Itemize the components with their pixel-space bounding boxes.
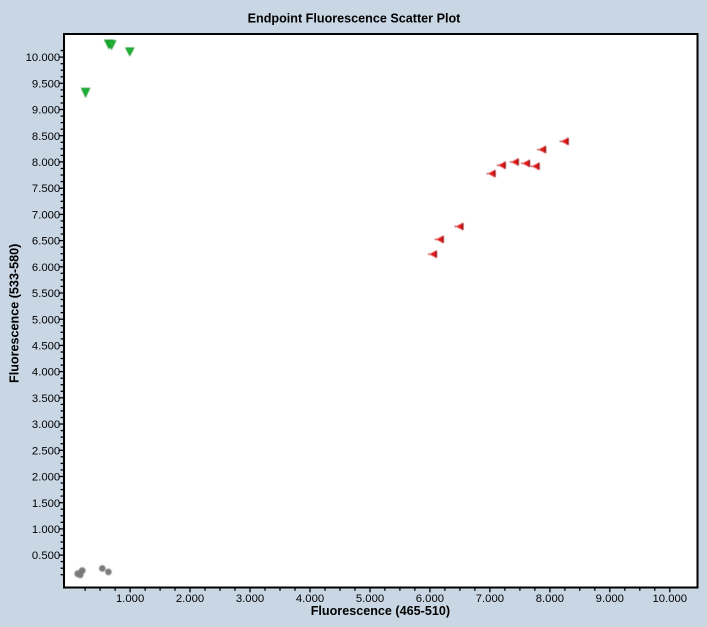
- svg-text:7.000: 7.000: [32, 210, 60, 222]
- svg-text:Endpoint Fluorescence Scatter: Endpoint Fluorescence Scatter Plot: [248, 12, 462, 26]
- svg-text:3.500: 3.500: [32, 393, 60, 405]
- svg-text:10.000: 10.000: [26, 52, 61, 64]
- svg-text:9.500: 9.500: [32, 78, 60, 90]
- svg-text:2.000: 2.000: [32, 472, 60, 484]
- svg-text:7.000: 7.000: [476, 593, 504, 605]
- svg-text:6.500: 6.500: [32, 236, 60, 248]
- svg-text:1.500: 1.500: [32, 498, 60, 510]
- svg-text:4.000: 4.000: [32, 367, 60, 379]
- svg-text:5.000: 5.000: [32, 314, 60, 326]
- svg-text:0.500: 0.500: [32, 550, 60, 562]
- svg-text:4.500: 4.500: [32, 341, 60, 353]
- svg-text:Fluorescence (533-580): Fluorescence (533-580): [8, 244, 22, 383]
- svg-text:9.000: 9.000: [596, 593, 624, 605]
- svg-text:5.000: 5.000: [356, 593, 384, 605]
- svg-text:6.000: 6.000: [32, 262, 60, 274]
- svg-text:9.000: 9.000: [32, 105, 60, 117]
- svg-text:2.500: 2.500: [32, 445, 60, 457]
- svg-text:1.000: 1.000: [32, 524, 60, 536]
- svg-text:1.000: 1.000: [116, 593, 144, 605]
- svg-text:6.000: 6.000: [416, 593, 444, 605]
- svg-text:Fluorescence (465-510): Fluorescence (465-510): [311, 604, 450, 618]
- svg-text:3.000: 3.000: [236, 593, 264, 605]
- svg-text:3.000: 3.000: [32, 419, 60, 431]
- svg-text:7.500: 7.500: [32, 183, 60, 195]
- svg-text:2.000: 2.000: [176, 593, 204, 605]
- svg-text:4.000: 4.000: [296, 593, 324, 605]
- svg-text:8.000: 8.000: [536, 593, 564, 605]
- svg-text:5.500: 5.500: [32, 288, 60, 300]
- svg-text:8.000: 8.000: [32, 157, 60, 169]
- svg-text:10.000: 10.000: [653, 593, 688, 605]
- svg-text:8.500: 8.500: [32, 131, 60, 143]
